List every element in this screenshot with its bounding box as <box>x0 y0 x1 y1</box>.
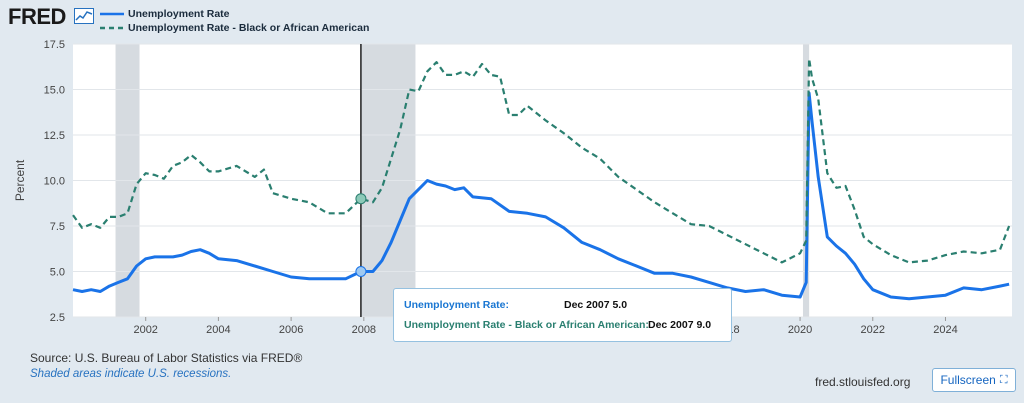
hover-tooltip: Unemployment Rate: Dec 2007 5.0 Unemploy… <box>393 288 732 342</box>
line-chart[interactable]: 2.5 5.0 7.5 10.0 12.5 15.0 17.5 2002 2004 2006 200… <box>0 36 1024 350</box>
y-tick-label: 15.0 <box>44 85 65 97</box>
chart-legend: Unemployment Rate Unemployment Rate - Bl… <box>100 7 369 35</box>
recession-note-link[interactable]: Shaded areas indicate U.S. recessions. <box>30 368 232 380</box>
x-tick-label: 2020 <box>788 324 812 336</box>
hover-marker <box>355 266 367 277</box>
tooltip-value-series2: Dec 2007 9.0 <box>648 319 712 331</box>
chart-header: FRED Unemployment Rate Unemployment Rate… <box>8 4 1018 38</box>
y-tick-label: 17.5 <box>44 39 65 51</box>
tooltip-value-series1: Dec 2007 5.0 <box>564 299 628 311</box>
legend-swatch-dashed <box>100 26 124 30</box>
tooltip-label-series2: Unemployment Rate - Black or African Ame… <box>404 319 649 331</box>
series-line-unemployment <box>72 91 1010 301</box>
y-tick-label: 7.5 <box>50 221 65 233</box>
tooltip-row-series2: Unemployment Rate - Black or African Ame… <box>404 319 711 333</box>
x-tick-label: 2024 <box>933 324 957 336</box>
y-tick-label: 2.5 <box>50 312 65 324</box>
y-tick-label: 5.0 <box>50 267 65 279</box>
y-tick-label: 12.5 <box>44 130 65 142</box>
tooltip-label-series1: Unemployment Rate: <box>404 299 510 311</box>
site-url: fred.stlouisfed.org <box>815 375 911 389</box>
x-tick-label: 2004 <box>206 324 230 336</box>
x-tick-label: 2022 <box>861 324 885 336</box>
x-tick-label: 2006 <box>279 324 303 336</box>
legend-item-series2[interactable]: Unemployment Rate - Black or African Ame… <box>100 21 369 35</box>
fullscreen-icon: ⛶ <box>999 373 1008 386</box>
line-chart-icon <box>74 8 94 24</box>
fullscreen-button[interactable]: Fullscreen ⛶ <box>932 368 1016 392</box>
x-tick-label: 2008 <box>352 324 376 336</box>
source-text: Source: U.S. Bureau of Labor Statistics … <box>30 351 303 365</box>
y-tick-label: 10.0 <box>44 176 65 188</box>
legend-label-series2: Unemployment Rate - Black or African Ame… <box>128 22 370 34</box>
tooltip-row-series1: Unemployment Rate: Dec 2007 5.0 <box>404 299 627 313</box>
series-line-black-unemployment <box>72 57 1011 264</box>
legend-swatch-solid <box>100 12 124 16</box>
legend-item-series1[interactable]: Unemployment Rate <box>100 7 369 21</box>
hover-marker <box>355 193 367 205</box>
y-axis-label: Percent <box>13 159 27 201</box>
chart-area[interactable]: 2.5 5.0 7.5 10.0 12.5 15.0 17.5 2002 2004 2006 200… <box>0 36 1024 350</box>
x-tick-label: 2002 <box>133 324 157 336</box>
legend-label-series1: Unemployment Rate <box>128 8 230 20</box>
fullscreen-label: Fullscreen <box>940 373 996 387</box>
fred-logo[interactable]: FRED <box>8 4 66 29</box>
